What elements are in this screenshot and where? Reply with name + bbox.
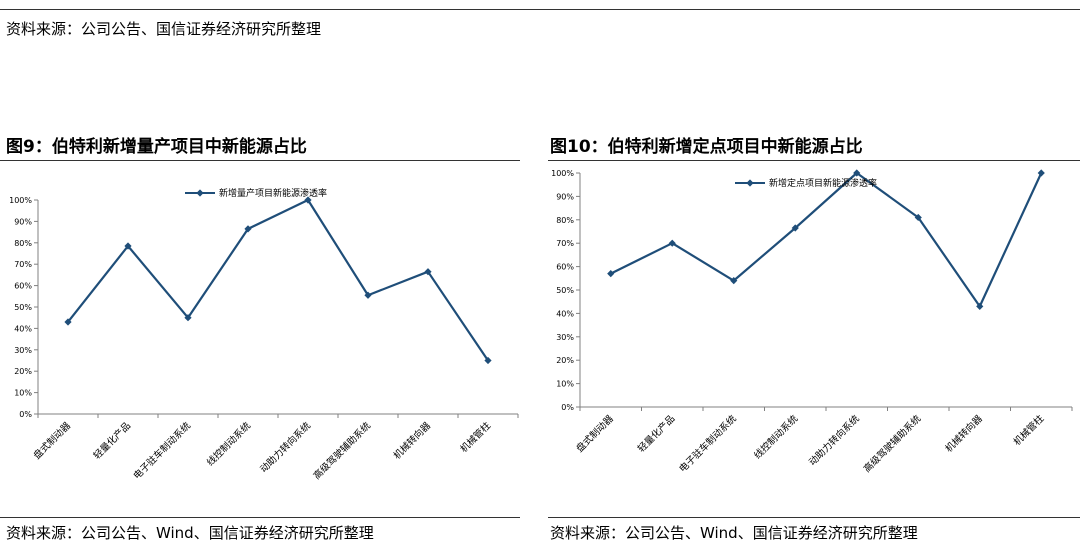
chart-2-title: 图10：伯特利新增定点项目中新能源占比 (550, 137, 863, 157)
data-point (976, 302, 984, 310)
x-tick-label: 盘式制动器 (574, 412, 616, 454)
x-tick-label: 高级驾驶辅助系统 (311, 419, 374, 482)
data-point (791, 224, 799, 232)
data-point (184, 314, 192, 322)
data-point (484, 356, 492, 365)
x-tick-label: 机械转向器 (391, 419, 433, 461)
y-tick-label: 70% (556, 239, 574, 248)
y-tick-label: 50% (14, 303, 32, 312)
x-tick-label: 盘式制动器 (31, 419, 73, 461)
y-tick-label: 100% (9, 196, 32, 205)
x-tick-label: 电子驻车制动系统 (677, 412, 740, 475)
y-tick-label: 10% (556, 380, 574, 389)
top-rule (0, 9, 1080, 10)
y-tick-label: 100% (551, 169, 574, 178)
chart-2-plot: 0% 10% 20% 30% 40% 50% 60% 70% 80% 90% 100% 盘式制动器 轻量… (551, 169, 1073, 475)
x-tick-label: 机械管柱 (458, 419, 494, 455)
legend: 新增量产项目新能源渗透率 (185, 187, 327, 199)
y-tick-label: 30% (14, 346, 32, 355)
data-point (668, 239, 676, 247)
x-tick-label: 线控制动系统 (204, 419, 253, 468)
data-point (853, 169, 861, 177)
y-tick-label: 60% (14, 282, 32, 291)
y-tick-label: 20% (556, 356, 574, 365)
x-tick-label: 动助力转向系统 (806, 412, 862, 468)
y-tick-label: 20% (14, 367, 32, 376)
chart-2-source-rule (548, 517, 1080, 518)
legend: 新增定点项目新能源渗透率 (735, 177, 877, 189)
chart-1-title: 图9：伯特利新增量产项目中新能源占比 (6, 137, 307, 157)
data-point (304, 196, 312, 204)
y-tick-label: 40% (556, 309, 574, 318)
data-point (730, 277, 738, 285)
chart-1-title-rule (0, 160, 520, 161)
y-tick-label: 90% (14, 217, 32, 226)
chart-2-source-note: 资料来源：公司公告、Wind、国信证券经济研究所整理 (550, 524, 918, 542)
y-tick-label: 70% (14, 260, 32, 269)
x-tick-label: 机械管柱 (1011, 412, 1047, 448)
y-tick-label: 80% (556, 216, 574, 225)
data-point (914, 213, 922, 222)
y-tick-label: 50% (556, 286, 574, 295)
y-tick-label: 40% (14, 324, 32, 333)
series-line (610, 171, 1043, 308)
x-tick-label: 动助力转向系统 (258, 419, 314, 475)
x-tick-label: 电子驻车制动系统 (131, 419, 194, 482)
y-tick-label: 0% (561, 403, 574, 412)
legend-marker (746, 179, 754, 187)
chart-2: 0% 10% 20% 30% 40% 50% 60% 70% 80% 90% 100% 盘式制动器 轻量… (548, 160, 1080, 510)
top-source-note: 资料来源：公司公告、国信证券经济研究所整理 (6, 20, 322, 38)
data-point (1037, 169, 1045, 177)
chart-2-title-rule (548, 160, 1080, 161)
y-tick-label: 90% (556, 192, 574, 201)
x-tick-label: 线控制动系统 (752, 412, 801, 461)
chart-1-source-rule (0, 517, 520, 518)
x-tick-label: 轻量化产品 (635, 413, 677, 455)
series-line (67, 198, 489, 362)
legend-label: 新增量产项目新能源渗透率 (219, 187, 327, 199)
y-tick-label: 10% (14, 389, 32, 398)
x-tick-label: 轻量化产品 (91, 420, 133, 462)
legend-marker (196, 189, 204, 197)
data-point (124, 242, 132, 250)
y-tick-label: 80% (14, 239, 32, 248)
y-tick-label: 30% (556, 333, 574, 342)
data-point (424, 268, 432, 276)
x-tick-label: 高级驾驶辅助系统 (861, 412, 924, 475)
y-tick-label: 60% (556, 263, 574, 272)
chart-1: 0% 10% 20% 30% 40% 50% 60% 70% 80% 90% 100% 盘式制动器 轻量… (0, 160, 520, 510)
y-tick-label: 0% (19, 410, 32, 419)
chart-1-source-note: 资料来源：公司公告、Wind、国信证券经济研究所整理 (6, 524, 374, 542)
x-tick-label: 机械转向器 (943, 412, 985, 454)
data-point (607, 270, 615, 278)
chart-1-plot: 0% 10% 20% 30% 40% 50% 60% 70% 80% 90% 100% 盘式制动器 轻量… (9, 187, 519, 482)
legend-label: 新增定点项目新能源渗透率 (769, 177, 877, 189)
